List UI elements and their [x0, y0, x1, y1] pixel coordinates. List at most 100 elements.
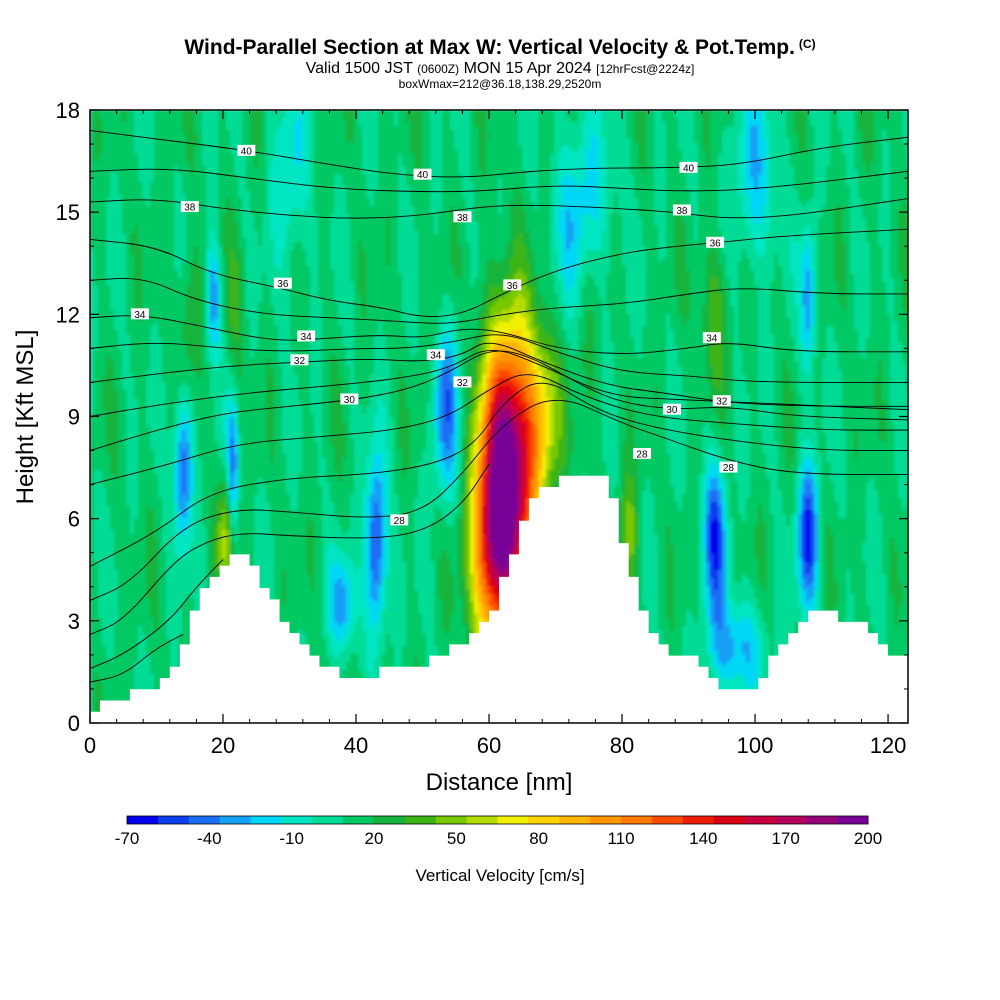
velocity-cell	[810, 166, 815, 171]
velocity-cell	[858, 186, 863, 191]
velocity-cell	[146, 162, 151, 167]
velocity-cell	[322, 146, 327, 151]
velocity-cell	[770, 162, 775, 167]
velocity-cell	[774, 150, 779, 155]
velocity-cell	[746, 130, 751, 135]
velocity-cell	[210, 178, 215, 183]
velocity-cell	[394, 146, 399, 151]
velocity-cell	[438, 186, 443, 191]
velocity-cell	[98, 154, 103, 159]
velocity-cell	[842, 150, 847, 155]
velocity-cell	[638, 130, 643, 135]
velocity-cell	[682, 174, 687, 179]
velocity-cell	[734, 158, 739, 163]
velocity-cell	[362, 154, 367, 159]
velocity-cell	[590, 150, 595, 155]
velocity-cell	[174, 154, 179, 159]
velocity-cell	[138, 138, 143, 143]
velocity-cell	[554, 118, 559, 123]
velocity-cell	[186, 194, 191, 199]
velocity-cell	[574, 138, 579, 143]
velocity-cell	[898, 158, 903, 163]
velocity-cell	[590, 170, 595, 175]
velocity-cell	[154, 142, 159, 147]
velocity-cell	[726, 122, 731, 127]
velocity-cell	[846, 150, 851, 155]
velocity-cell	[382, 114, 387, 119]
velocity-cell	[886, 122, 891, 127]
velocity-cell	[322, 134, 327, 139]
velocity-cell	[666, 122, 671, 127]
velocity-cell	[542, 122, 547, 127]
velocity-cell	[714, 150, 719, 155]
velocity-cell	[866, 134, 871, 139]
velocity-cell	[622, 154, 627, 159]
velocity-cell	[342, 114, 347, 119]
velocity-cell	[742, 150, 747, 155]
velocity-cell	[610, 126, 615, 131]
velocity-cell	[418, 182, 423, 187]
velocity-cell	[422, 122, 427, 127]
velocity-cell	[870, 170, 875, 175]
velocity-cell	[98, 118, 103, 123]
velocity-cell	[850, 154, 855, 159]
velocity-cell	[518, 162, 523, 167]
velocity-cell	[354, 182, 359, 187]
velocity-cell	[730, 182, 735, 187]
velocity-cell	[566, 146, 571, 151]
velocity-cell	[534, 166, 539, 171]
velocity-cell	[566, 186, 571, 191]
velocity-cell	[654, 170, 659, 175]
velocity-cell	[714, 122, 719, 127]
velocity-cell	[638, 158, 643, 163]
velocity-cell	[158, 158, 163, 163]
velocity-cell	[870, 166, 875, 171]
velocity-cell	[858, 130, 863, 135]
velocity-cell	[510, 162, 515, 167]
velocity-cell	[282, 186, 287, 191]
velocity-cell	[122, 178, 127, 183]
velocity-cell	[270, 122, 275, 127]
velocity-cell	[282, 142, 287, 147]
velocity-cell	[806, 114, 811, 119]
velocity-cell	[638, 122, 643, 127]
velocity-cell	[810, 190, 815, 195]
velocity-cell	[854, 122, 859, 127]
velocity-cell	[654, 134, 659, 139]
velocity-cell	[322, 170, 327, 175]
velocity-cell	[510, 122, 515, 127]
velocity-cell	[446, 154, 451, 159]
velocity-cell	[186, 146, 191, 151]
velocity-cell	[798, 142, 803, 147]
velocity-cell	[730, 158, 735, 163]
velocity-cell	[402, 186, 407, 191]
velocity-cell	[694, 186, 699, 191]
velocity-cell	[294, 118, 299, 123]
velocity-cell	[542, 190, 547, 195]
velocity-cell	[862, 190, 867, 195]
velocity-cell	[394, 126, 399, 131]
velocity-cell	[494, 126, 499, 131]
velocity-cell	[842, 162, 847, 167]
velocity-cell	[522, 126, 527, 131]
velocity-cell	[374, 166, 379, 171]
velocity-cell	[842, 174, 847, 179]
velocity-cell	[598, 146, 603, 151]
velocity-cell	[502, 154, 507, 159]
velocity-cell	[466, 186, 471, 191]
velocity-cell	[830, 150, 835, 155]
velocity-cell	[734, 166, 739, 171]
velocity-cell	[146, 146, 151, 151]
velocity-cell	[110, 182, 115, 187]
velocity-cell	[342, 162, 347, 167]
velocity-cell	[262, 162, 267, 167]
velocity-cell	[322, 138, 327, 143]
velocity-cell	[294, 154, 299, 159]
velocity-cell	[126, 138, 131, 143]
velocity-cell	[526, 126, 531, 131]
velocity-cell	[638, 114, 643, 119]
velocity-cell	[782, 178, 787, 183]
velocity-cell	[498, 158, 503, 163]
velocity-cell	[654, 138, 659, 143]
velocity-cell	[110, 178, 115, 183]
